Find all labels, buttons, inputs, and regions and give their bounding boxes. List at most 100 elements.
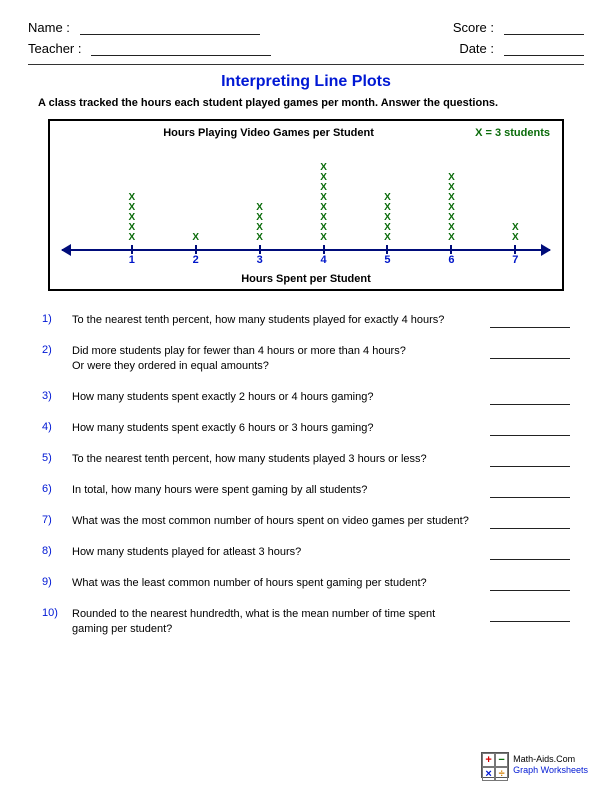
answer-blank[interactable] — [490, 392, 570, 405]
tick-label: 2 — [193, 254, 199, 266]
x-mark-icon: X — [128, 233, 135, 243]
question-number: 3) — [42, 390, 72, 402]
name-label: Name : — [28, 20, 70, 35]
tick — [323, 245, 325, 254]
worksheet-page: Name : Score : Teacher : Date : Interpre… — [0, 0, 612, 672]
instructions: A class tracked the hours each student p… — [28, 97, 584, 109]
question-row: 7)What was the most common number of hou… — [42, 514, 570, 529]
x-mark-icon: X — [192, 233, 199, 243]
x-mark-icon: X — [384, 233, 391, 243]
answer-blank[interactable] — [490, 609, 570, 622]
answer-blank[interactable] — [490, 454, 570, 467]
x-mark-icon: X — [448, 233, 455, 243]
question-text: What was the most common number of hours… — [72, 514, 490, 529]
footer: + − × ÷ Math-Aids.Com Graph Worksheets — [481, 752, 588, 778]
plot-legend: X = 3 students — [475, 127, 550, 139]
tick — [514, 245, 516, 254]
footer-sub: Graph Worksheets — [513, 765, 588, 776]
name-field: Name : — [28, 20, 260, 35]
question-text: In total, how many hours were spent gami… — [72, 483, 490, 498]
footer-logo-icon: + − × ÷ — [481, 752, 509, 778]
plot-title: Hours Playing Video Games per Student — [62, 127, 475, 139]
x-mark-icon: X — [256, 233, 263, 243]
tick-label: 5 — [384, 254, 390, 266]
tick-label: 7 — [512, 254, 518, 266]
answer-blank[interactable] — [490, 485, 570, 498]
tick-label: 6 — [448, 254, 454, 266]
question-number: 1) — [42, 313, 72, 325]
question-text: Did more students play for fewer than 4 … — [72, 344, 490, 374]
x-mark-icon: X — [320, 233, 327, 243]
header-divider — [28, 64, 584, 65]
teacher-field: Teacher : — [28, 41, 271, 56]
question-row: 6)In total, how many hours were spent ga… — [42, 483, 570, 498]
answer-blank[interactable] — [490, 578, 570, 591]
teacher-label: Teacher : — [28, 41, 81, 56]
questions-list: 1)To the nearest tenth percent, how many… — [28, 313, 584, 636]
answer-blank[interactable] — [490, 346, 570, 359]
answer-blank[interactable] — [490, 547, 570, 560]
question-row: 5)To the nearest tenth percent, how many… — [42, 452, 570, 467]
x-stack: XXXXX — [128, 193, 135, 243]
number-line-axis — [62, 249, 550, 251]
question-row: 2)Did more students play for fewer than … — [42, 344, 570, 374]
question-text: How many students spent exactly 2 hours … — [72, 390, 490, 405]
header-row-1: Name : Score : — [28, 20, 584, 35]
page-title: Interpreting Line Plots — [28, 73, 584, 91]
header-row-2: Teacher : Date : — [28, 41, 584, 56]
x-stack: XX — [512, 223, 519, 243]
plot-area: XXXXXXXXXXXXXXXXXXXXXXXXXXXXXXXX — [62, 143, 550, 243]
teacher-blank[interactable] — [91, 42, 271, 56]
question-row: 8)How many students played for atleast 3… — [42, 545, 570, 560]
question-row: 3)How many students spent exactly 2 hour… — [42, 390, 570, 405]
x-stack: X — [192, 233, 199, 243]
answer-blank[interactable] — [490, 516, 570, 529]
question-number: 10) — [42, 607, 72, 619]
question-text: Rounded to the nearest hundredth, what i… — [72, 607, 490, 637]
question-number: 6) — [42, 483, 72, 495]
x-mark-icon: X — [512, 233, 519, 243]
footer-text: Math-Aids.Com Graph Worksheets — [513, 754, 588, 776]
tick-label: 3 — [257, 254, 263, 266]
question-number: 2) — [42, 344, 72, 356]
tick — [131, 245, 133, 254]
line-plot-box: Hours Playing Video Games per Student X … — [48, 119, 564, 291]
question-text: How many students spent exactly 6 hours … — [72, 421, 490, 436]
x-stack: XXXXXXX — [448, 173, 455, 243]
question-number: 9) — [42, 576, 72, 588]
question-row: 1)To the nearest tenth percent, how many… — [42, 313, 570, 328]
question-row: 10)Rounded to the nearest hundredth, wha… — [42, 607, 570, 637]
tick — [386, 245, 388, 254]
score-field: Score : — [453, 20, 584, 35]
tick — [259, 245, 261, 254]
number-line: 1 2 3 4 5 6 7 — [62, 243, 550, 271]
tick-label: 4 — [321, 254, 327, 266]
x-stack: XXXXXXXX — [320, 163, 327, 243]
date-blank[interactable] — [504, 42, 584, 56]
question-number: 8) — [42, 545, 72, 557]
footer-site: Math-Aids.Com — [513, 754, 588, 765]
arrow-right-icon — [541, 244, 551, 256]
answer-blank[interactable] — [490, 423, 570, 436]
question-number: 7) — [42, 514, 72, 526]
page-title-text: Interpreting Line Plots — [221, 73, 391, 90]
question-row: 4)How many students spent exactly 6 hour… — [42, 421, 570, 436]
answer-blank[interactable] — [490, 315, 570, 328]
tick — [450, 245, 452, 254]
date-field: Date : — [459, 41, 584, 56]
question-text: To the nearest tenth percent, how many s… — [72, 313, 490, 328]
question-text: What was the least common number of hour… — [72, 576, 490, 591]
question-row: 9)What was the least common number of ho… — [42, 576, 570, 591]
plot-header: Hours Playing Video Games per Student X … — [62, 127, 550, 139]
score-blank[interactable] — [504, 21, 584, 35]
question-text: To the nearest tenth percent, how many s… — [72, 452, 490, 467]
score-label: Score : — [453, 20, 494, 35]
name-blank[interactable] — [80, 21, 260, 35]
date-label: Date : — [459, 41, 494, 56]
question-text: How many students played for atleast 3 h… — [72, 545, 490, 560]
tick-label: 1 — [129, 254, 135, 266]
x-stack: XXXX — [256, 203, 263, 243]
tick — [195, 245, 197, 254]
question-number: 4) — [42, 421, 72, 433]
x-stack: XXXXX — [384, 193, 391, 243]
